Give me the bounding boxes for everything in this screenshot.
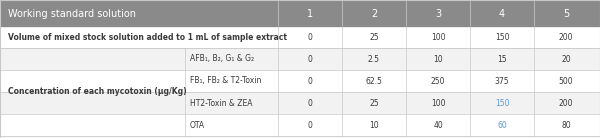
Text: 200: 200 bbox=[559, 99, 573, 108]
Text: 1: 1 bbox=[307, 9, 313, 19]
Text: 0: 0 bbox=[308, 34, 313, 43]
Bar bbox=[0, 28, 600, 48]
Text: Volume of mixed stock solution added to 1 mL of sample extract: Volume of mixed stock solution added to … bbox=[8, 34, 287, 43]
Bar bbox=[0, 70, 600, 92]
Text: 10: 10 bbox=[369, 120, 379, 129]
Text: 0: 0 bbox=[308, 120, 313, 129]
Text: FB₁, FB₂ & T2-Toxin: FB₁, FB₂ & T2-Toxin bbox=[190, 76, 262, 86]
Text: Concentration of each mycotoxin (μg/Kg): Concentration of each mycotoxin (μg/Kg) bbox=[8, 87, 187, 96]
Text: 40: 40 bbox=[433, 120, 443, 129]
Text: HT2-Toxin & ZEA: HT2-Toxin & ZEA bbox=[190, 99, 253, 108]
Text: 100: 100 bbox=[431, 99, 445, 108]
Bar bbox=[0, 114, 600, 136]
Text: 500: 500 bbox=[559, 76, 574, 86]
Text: 150: 150 bbox=[495, 99, 509, 108]
Text: Working standard solution: Working standard solution bbox=[8, 9, 136, 19]
Text: 2: 2 bbox=[371, 9, 377, 19]
Text: 100: 100 bbox=[431, 34, 445, 43]
Text: 20: 20 bbox=[561, 55, 571, 63]
Text: 80: 80 bbox=[561, 120, 571, 129]
Text: 250: 250 bbox=[431, 76, 445, 86]
Text: 62.5: 62.5 bbox=[365, 76, 382, 86]
Text: 0: 0 bbox=[308, 55, 313, 63]
Bar bbox=[0, 92, 600, 114]
Text: 0: 0 bbox=[308, 76, 313, 86]
Text: 25: 25 bbox=[369, 34, 379, 43]
Text: 5: 5 bbox=[563, 9, 569, 19]
Text: 0: 0 bbox=[308, 99, 313, 108]
Text: AFB₁, B₂, G₁ & G₂: AFB₁, B₂, G₁ & G₂ bbox=[190, 55, 254, 63]
Text: 2.5: 2.5 bbox=[368, 55, 380, 63]
Text: 15: 15 bbox=[497, 55, 507, 63]
Bar bbox=[0, 48, 600, 70]
Text: 200: 200 bbox=[559, 34, 573, 43]
Text: OTA: OTA bbox=[190, 120, 205, 129]
Text: 150: 150 bbox=[495, 34, 509, 43]
Text: 25: 25 bbox=[369, 99, 379, 108]
Bar bbox=[0, 0, 600, 28]
Text: 10: 10 bbox=[433, 55, 443, 63]
Text: 4: 4 bbox=[499, 9, 505, 19]
Text: 375: 375 bbox=[494, 76, 509, 86]
Text: 3: 3 bbox=[435, 9, 441, 19]
Text: 60: 60 bbox=[497, 120, 507, 129]
